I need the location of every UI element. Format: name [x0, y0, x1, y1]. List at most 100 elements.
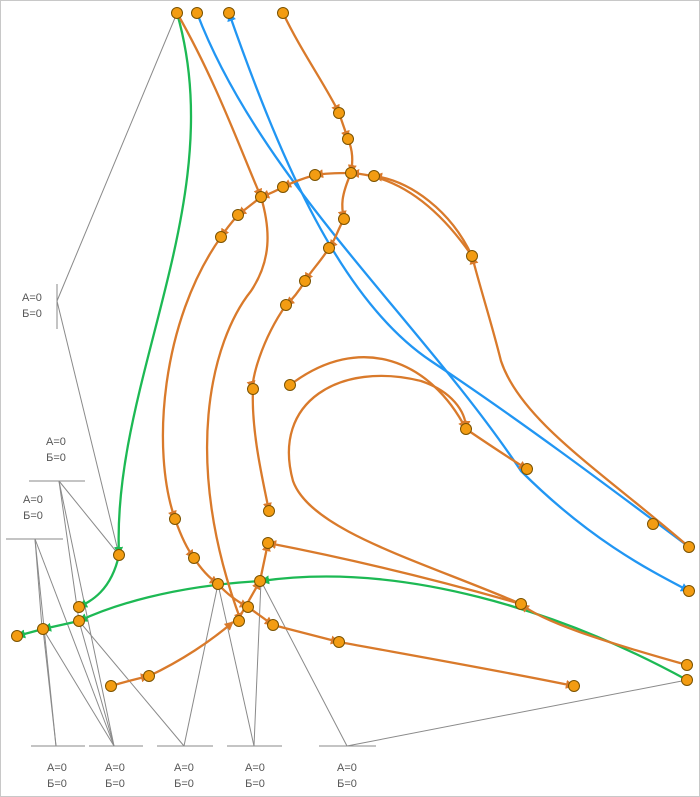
node-dot: [647, 518, 659, 530]
node-dot: [73, 615, 85, 627]
node-dot: [263, 505, 275, 517]
label-a: А=0: [174, 762, 194, 774]
node-dot: [466, 250, 478, 262]
nodes: [11, 7, 695, 692]
node-dot: [37, 623, 49, 635]
flow-curve: [148, 621, 234, 678]
flow-curve: [251, 388, 272, 512]
node-dot: [277, 7, 289, 19]
node-dot: [284, 379, 296, 391]
flow-curve: [161, 236, 222, 520]
node-dot: [191, 7, 203, 19]
label-lower-left: А=0 Б=0: [3, 492, 63, 524]
node-dot: [338, 213, 350, 225]
flow-curve: [465, 428, 528, 470]
connector-line: [346, 679, 688, 747]
node-dot: [267, 619, 279, 631]
node-dot: [223, 7, 235, 19]
node-dot: [254, 575, 266, 587]
flow-curve: [338, 640, 575, 689]
node-dot: [309, 169, 321, 181]
node-dot: [280, 299, 292, 311]
flow-curve: [267, 540, 522, 606]
node-dot: [681, 659, 693, 671]
connector-lines: [6, 12, 688, 747]
flow-curve: [304, 247, 330, 282]
connector-line: [78, 620, 185, 747]
flow-curve: [287, 374, 522, 606]
connector-line: [42, 628, 115, 747]
node-dot: [255, 191, 267, 203]
flow-curve: [205, 196, 269, 622]
node-dot: [460, 423, 472, 435]
node-dot: [368, 170, 380, 182]
flow-curve: [78, 579, 262, 623]
node-dot: [683, 585, 695, 597]
node-dot: [262, 537, 274, 549]
label-bottom-1: А=0 Б=0: [27, 760, 87, 792]
label-a: А=0: [46, 436, 66, 448]
flow-curve: [260, 575, 688, 682]
connector-line: [78, 620, 115, 747]
flow-curve: [227, 12, 690, 548]
flow-curve: [350, 168, 473, 257]
connector-line: [183, 583, 219, 747]
connector-line: [42, 628, 57, 747]
flow-curve: [258, 542, 271, 582]
node-dot: [299, 275, 311, 287]
node-dot: [169, 513, 181, 525]
label-b: Б=0: [47, 778, 67, 790]
label-b: Б=0: [337, 778, 357, 790]
connector-line: [34, 538, 115, 747]
label-bottom-4: А=0 Б=0: [225, 760, 285, 792]
label-mid-left: А=0 Б=0: [26, 434, 86, 466]
label-a: А=0: [23, 494, 43, 506]
node-dot: [247, 383, 259, 395]
flow-curve: [337, 172, 353, 220]
node-dot: [105, 680, 117, 692]
node-dot: [11, 630, 23, 642]
connector-line: [56, 12, 178, 302]
label-a: А=0: [22, 292, 42, 304]
connector-line: [260, 580, 348, 747]
node-dot: [681, 674, 693, 686]
label-a: А=0: [105, 762, 125, 774]
node-dot: [515, 598, 527, 610]
node-dot: [73, 601, 85, 613]
flow-curve: [272, 623, 340, 645]
flow-curves: [16, 12, 690, 689]
label-bottom-3: А=0 Б=0: [154, 760, 214, 792]
node-dot: [113, 549, 125, 561]
flow-curve: [520, 603, 688, 667]
node-dot: [143, 670, 155, 682]
flow-curve: [469, 255, 690, 548]
flow-curve: [78, 554, 121, 609]
node-dot: [233, 615, 245, 627]
node-dot: [232, 209, 244, 221]
node-dot: [333, 107, 345, 119]
node-dot: [333, 636, 345, 648]
label-a: А=0: [47, 762, 67, 774]
label-top-left: А=0 Б=0: [2, 290, 62, 322]
node-dot: [568, 680, 580, 692]
flow-curve: [176, 12, 263, 198]
flow-curve: [237, 580, 262, 619]
label-a: А=0: [337, 762, 357, 774]
flow-curve: [246, 304, 287, 390]
flow-curve: [195, 12, 690, 593]
node-dot: [171, 7, 183, 19]
node-dot: [323, 242, 335, 254]
flow-curve: [373, 172, 474, 257]
connector-line: [217, 583, 255, 747]
node-dot: [188, 552, 200, 564]
flow-curve: [173, 518, 195, 559]
label-b: Б=0: [174, 778, 194, 790]
flow-curve: [42, 619, 80, 632]
node-dot: [342, 133, 354, 145]
flow-curve: [114, 12, 193, 556]
node-dot: [242, 601, 254, 613]
node-dot: [212, 578, 224, 590]
label-b: Б=0: [46, 452, 66, 464]
